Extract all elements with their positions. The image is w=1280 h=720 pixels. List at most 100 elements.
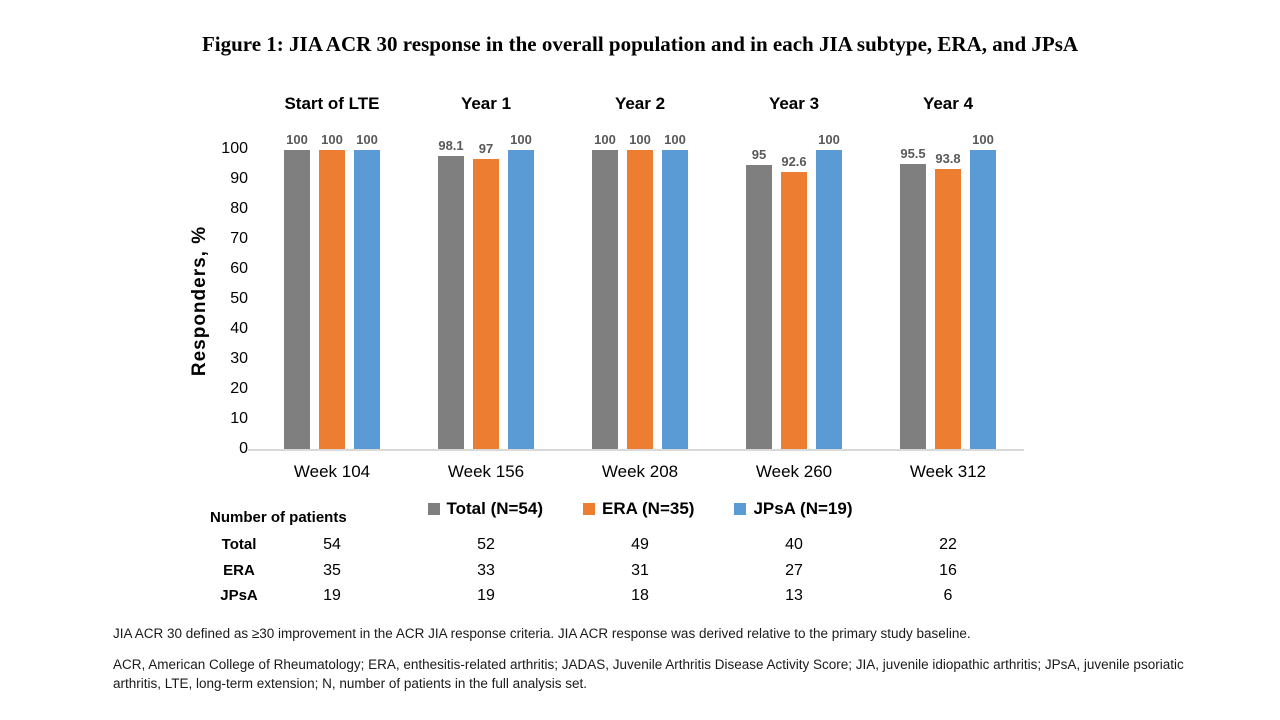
x-axis-tick-label: Week 208 bbox=[601, 462, 679, 481]
group-header-label: Start of LTE bbox=[284, 94, 380, 113]
bar-with-label: 100 bbox=[970, 132, 996, 450]
bar-with-label: 95.5 bbox=[900, 145, 926, 450]
bar-with-label: 100 bbox=[662, 132, 688, 450]
bar-with-label: 100 bbox=[354, 132, 380, 450]
group-header-label: Year 2 bbox=[614, 94, 666, 113]
patients-cell: 16 bbox=[939, 562, 957, 579]
group-header-label: Year 3 bbox=[768, 94, 820, 113]
y-tick-label: 20 bbox=[230, 380, 248, 397]
patients-cell: 40 bbox=[785, 536, 803, 553]
bar-value-label: 95 bbox=[751, 147, 767, 162]
bar-value-label: 95.5 bbox=[900, 145, 926, 161]
bar bbox=[935, 168, 961, 450]
patients-cell: 33 bbox=[477, 562, 495, 579]
bar-with-label: 100 bbox=[284, 132, 310, 450]
footnote-abbreviations: ACR, American College of Rheumatology; E… bbox=[113, 657, 1184, 691]
bar-value-label: 98.1 bbox=[438, 137, 464, 153]
bar-with-label: 100 bbox=[816, 132, 842, 450]
legend-label: Total (N=54) bbox=[446, 499, 544, 518]
y-tick-label: 100 bbox=[221, 140, 248, 157]
legend-item: Total (N=54) bbox=[427, 499, 544, 519]
bar-group: 95.5 93.8 100 bbox=[871, 132, 1025, 450]
bar-value-label: 100 bbox=[664, 132, 686, 147]
y-tick-label: 70 bbox=[230, 230, 248, 247]
bar-with-label: 100 bbox=[508, 132, 534, 450]
bar-group: 100 100 100 bbox=[255, 132, 409, 450]
bar bbox=[900, 163, 926, 450]
bar-with-label: 92.6 bbox=[781, 154, 807, 450]
bar bbox=[354, 150, 380, 450]
bar-with-label: 97 bbox=[473, 141, 499, 450]
patients-cell: 18 bbox=[631, 587, 649, 604]
bar-group: 98.1 97 100 bbox=[409, 132, 563, 450]
patients-cell: 22 bbox=[939, 536, 957, 553]
group-headers: Start of LTE Year 1 Year 2 Year 3 Year 4 bbox=[255, 94, 1025, 114]
legend-label: JPsA (N=19) bbox=[753, 499, 853, 518]
bar-value-label: 100 bbox=[818, 132, 840, 147]
patients-cell: 19 bbox=[477, 587, 495, 604]
bar bbox=[592, 150, 618, 450]
x-axis-labels: Week 104 Week 156 Week 208 Week 260 Week 312 bbox=[255, 462, 1025, 482]
footnote-definition: JIA ACR 30 defined as ≥30 improvement in… bbox=[113, 626, 971, 641]
bar bbox=[662, 150, 688, 450]
bar-with-label: 100 bbox=[319, 132, 345, 450]
figure-title: Figure 1: JIA ACR 30 response in the ove… bbox=[201, 32, 1079, 56]
patients-row-label: JPsA bbox=[220, 587, 258, 604]
y-tick-label: 40 bbox=[230, 320, 248, 337]
chart-legend: Total (N=54) ERA (N=35) JPsA (N=19) bbox=[255, 499, 1025, 519]
bar-with-label: 98.1 bbox=[438, 138, 464, 450]
patients-cell: 49 bbox=[631, 536, 649, 553]
bar-value-label: 100 bbox=[594, 132, 616, 147]
x-axis-tick-label: Week 156 bbox=[447, 462, 525, 481]
bar-chart: 100 100 100 98.1 97 100 100 100 100 95 92.6 100 95.5… bbox=[255, 132, 1025, 450]
legend-swatch bbox=[583, 503, 596, 515]
y-tick-label: 90 bbox=[230, 170, 248, 187]
bar bbox=[508, 150, 534, 450]
patients-cell: 6 bbox=[943, 587, 953, 604]
patients-cell: 27 bbox=[785, 562, 803, 579]
x-axis-tick-label: Week 312 bbox=[909, 462, 987, 481]
group-header-label: Year 4 bbox=[922, 94, 974, 113]
bar-with-label: 93.8 bbox=[935, 151, 961, 450]
patients-cell: 52 bbox=[477, 536, 495, 553]
bar-group: 95 92.6 100 bbox=[717, 132, 871, 450]
bar-value-label: 100 bbox=[629, 132, 651, 147]
legend-swatch bbox=[734, 503, 747, 515]
bar bbox=[816, 150, 842, 450]
patients-cell: 19 bbox=[323, 587, 341, 604]
x-axis-line bbox=[248, 449, 1024, 451]
bar bbox=[627, 150, 653, 450]
y-tick-label: 0 bbox=[239, 440, 248, 457]
legend-label: ERA (N=35) bbox=[602, 499, 695, 518]
patients-cell: 31 bbox=[631, 562, 649, 579]
legend-item: ERA (N=35) bbox=[583, 499, 694, 519]
bar-value-label: 100 bbox=[356, 132, 378, 147]
bar bbox=[781, 172, 807, 450]
patients-cell: 54 bbox=[323, 536, 341, 553]
group-header-label: Year 1 bbox=[460, 94, 512, 113]
bar bbox=[473, 159, 499, 450]
bar bbox=[438, 155, 464, 450]
bar-group: 100 100 100 bbox=[563, 132, 717, 450]
patients-table-header: Number of patients bbox=[210, 509, 347, 526]
bar-value-label: 100 bbox=[321, 132, 343, 147]
bar-value-label: 97 bbox=[478, 141, 494, 156]
patients-row-label: ERA bbox=[223, 562, 255, 579]
y-tick-label: 50 bbox=[230, 290, 248, 307]
patients-cell: 35 bbox=[323, 562, 341, 579]
bar-value-label: 92.6 bbox=[781, 154, 807, 170]
bar-value-label: 100 bbox=[972, 132, 994, 147]
bar-value-label: 93.8 bbox=[935, 150, 961, 166]
bar bbox=[970, 150, 996, 450]
patients-row-label: Total bbox=[221, 536, 257, 553]
bar bbox=[284, 150, 310, 450]
legend-item: JPsA (N=19) bbox=[734, 499, 853, 519]
bar-with-label: 95 bbox=[746, 147, 772, 450]
bar-value-label: 100 bbox=[510, 132, 532, 147]
y-tick-label: 60 bbox=[230, 260, 248, 277]
x-axis-tick-label: Week 104 bbox=[293, 462, 371, 481]
legend-swatch bbox=[427, 503, 440, 515]
patients-cell: 13 bbox=[785, 587, 803, 604]
bar-value-label: 100 bbox=[286, 132, 308, 147]
bar bbox=[746, 165, 772, 450]
